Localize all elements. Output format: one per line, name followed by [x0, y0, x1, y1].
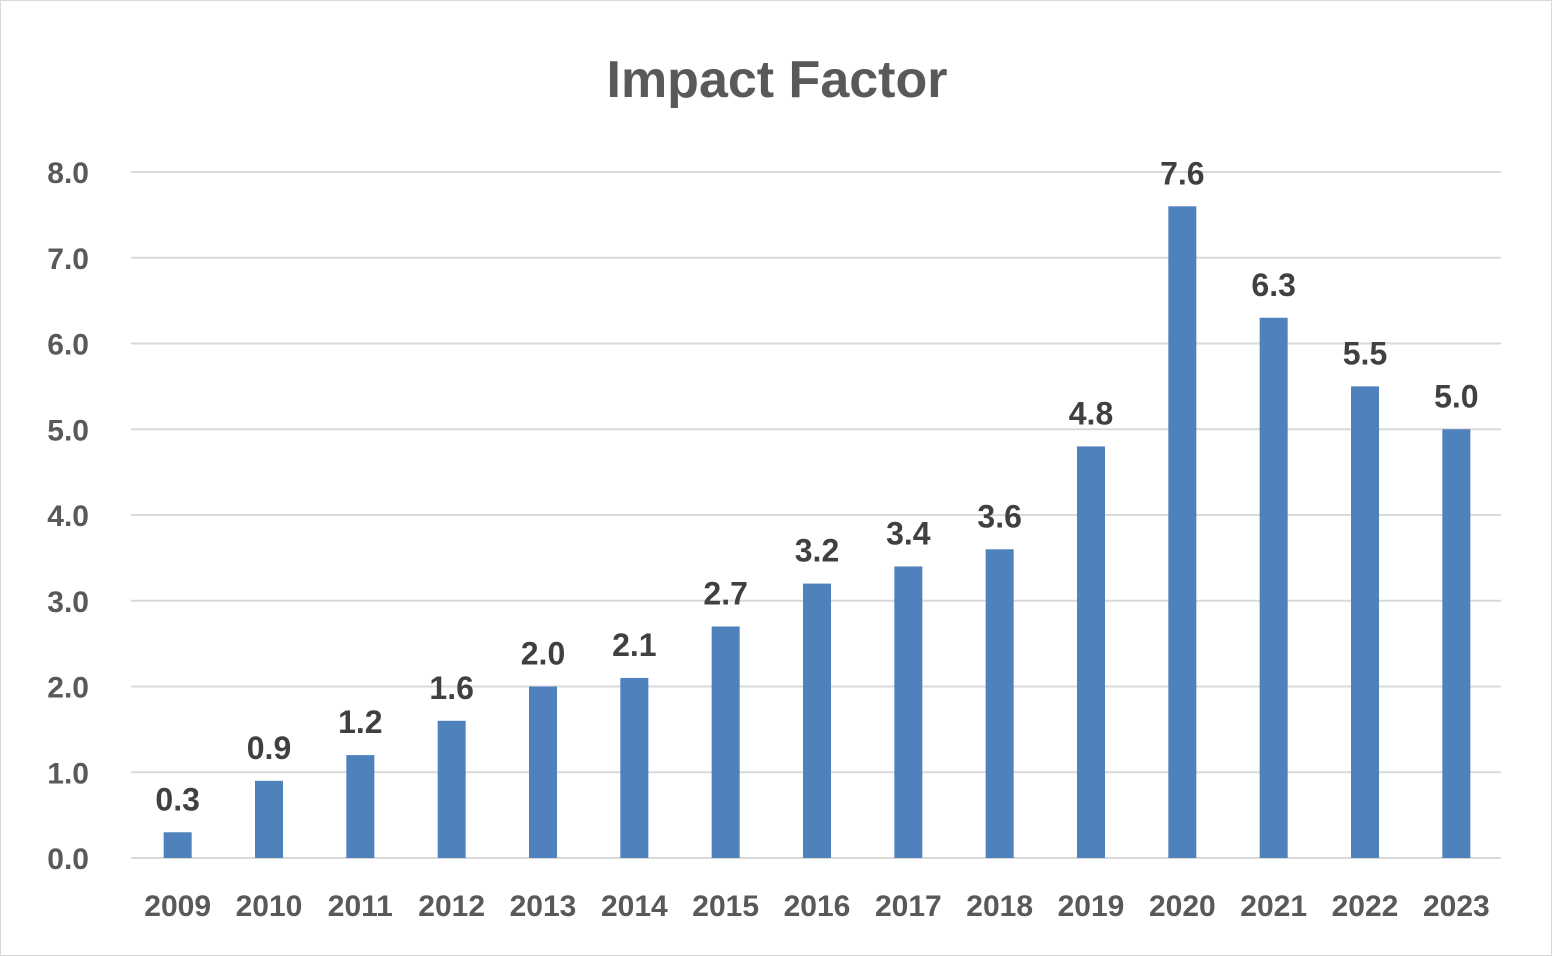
x-tick-label: 2013	[510, 890, 577, 923]
bar-2009	[163, 832, 192, 858]
bar-2011	[346, 755, 375, 858]
data-label-2010: 0.9	[247, 730, 291, 766]
bar-2015	[711, 626, 740, 858]
bar-2014	[620, 677, 649, 858]
bar-2016	[803, 583, 831, 858]
x-tick-label: 2015	[692, 890, 759, 923]
y-tick-label: 5.0	[47, 414, 89, 447]
data-labels: 0.3 0.9 1.2 1.6 2.0 2.1 2.7 3.2 3.4 3.6 4.8 7.6 6.3 5…	[155, 155, 1478, 817]
bar-2017	[894, 566, 923, 858]
x-tick-label: 2017	[875, 890, 942, 923]
y-tick-label: 4.0	[47, 500, 89, 533]
data-label-2009: 0.3	[155, 781, 199, 817]
data-label-2015: 2.7	[703, 575, 747, 611]
x-tick-label: 2020	[1149, 890, 1216, 923]
y-axis-ticks: 0.0 1.0 2.0 3.0 4.0 5.0 6.0 7.0 8.0	[47, 157, 89, 876]
data-label-2013: 2.0	[521, 636, 565, 672]
bar-2013	[529, 686, 557, 858]
data-label-2021: 6.3	[1251, 267, 1295, 303]
data-label-2022: 5.5	[1343, 335, 1387, 371]
bar-2023	[1442, 429, 1471, 858]
y-tick-label: 3.0	[47, 586, 89, 619]
x-axis-ticks: 2009 2010 2011 2012 2013 2014 2015 2016 2017 2018…	[144, 890, 1489, 923]
x-tick-label: 2014	[601, 890, 668, 923]
y-tick-label: 8.0	[47, 157, 89, 190]
x-tick-label: 2023	[1423, 890, 1490, 923]
y-tick-label: 0.0	[47, 843, 89, 876]
y-tick-label: 7.0	[47, 243, 89, 276]
x-tick-label: 2019	[1058, 890, 1125, 923]
data-label-2016: 3.2	[795, 533, 839, 569]
data-label-2011: 1.2	[338, 704, 382, 740]
chart-title: Impact Factor	[607, 51, 948, 109]
bars	[163, 206, 1471, 859]
bar-2012	[437, 720, 466, 858]
data-label-2019: 4.8	[1069, 395, 1113, 431]
data-label-2020: 7.6	[1160, 155, 1204, 191]
x-tick-label: 2018	[966, 890, 1033, 923]
y-tick-label: 2.0	[47, 672, 89, 705]
y-tick-label: 1.0	[47, 757, 89, 790]
data-label-2023: 5.0	[1434, 378, 1478, 414]
x-tick-label: 2010	[236, 890, 303, 923]
x-tick-label: 2021	[1240, 890, 1307, 923]
x-tick-label: 2011	[328, 890, 393, 923]
data-label-2017: 3.4	[886, 515, 931, 551]
x-tick-label: 2016	[784, 890, 851, 923]
x-tick-label: 2009	[144, 890, 211, 923]
data-label-2012: 1.6	[429, 670, 473, 706]
bar-2020	[1168, 206, 1197, 859]
x-tick-label: 2022	[1332, 890, 1399, 923]
bar-2022	[1351, 386, 1379, 858]
bar-2021	[1259, 317, 1288, 858]
x-tick-label: 2012	[418, 890, 485, 923]
data-label-2018: 3.6	[977, 498, 1021, 534]
data-label-2014: 2.1	[612, 627, 656, 663]
y-tick-label: 6.0	[47, 329, 89, 362]
bar-2019	[1077, 446, 1105, 858]
bar-2010	[255, 780, 283, 858]
bar-2018	[985, 549, 1014, 858]
